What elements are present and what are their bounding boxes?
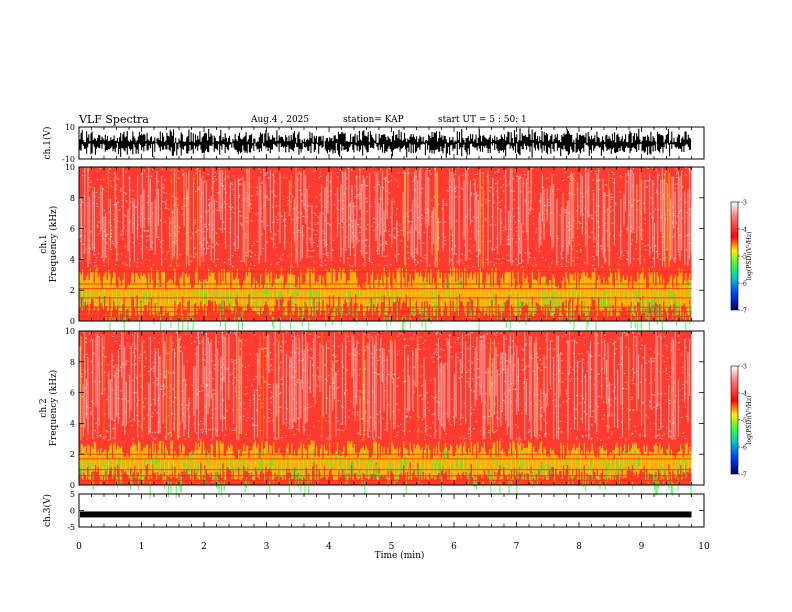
ch2-spectrogram-colorbar-tick-label: -6	[741, 445, 747, 452]
ch1-waveform-y-tick-label: -10	[62, 155, 75, 164]
ch1-spectrogram-colorbar-tick-label: -5	[741, 254, 747, 261]
ch3-waveform-ylabel: ch.3(V)	[42, 494, 53, 527]
ch1-waveform-y-tick-label: 10	[65, 123, 75, 132]
x-axis-label: Time (min)	[375, 550, 425, 561]
chart-title: VLF Spectra	[79, 113, 149, 126]
x-tick-label: 10	[698, 542, 710, 552]
ch2-spectrogram-speckle	[79, 330, 693, 441]
ch1-spectrogram-colorbar-label: log(PSD)(V²/Hz)	[746, 232, 753, 281]
ch1-spectrogram-image	[79, 166, 692, 338]
ch2-spectrogram-y-tick-label: 10	[65, 327, 75, 336]
ch2-spectrogram-colorbar-tick-label: -4	[741, 391, 747, 398]
x-tick-label: 7	[514, 542, 520, 552]
x-tick-label: 6	[451, 542, 457, 552]
ch3-waveform-y-tick-label: 0	[70, 507, 75, 516]
x-tick-label: 0	[76, 542, 82, 552]
ch1-spectrogram-colorbar-tick-label: -4	[741, 227, 747, 234]
ch3-waveform-y-tick-label: 5	[70, 490, 75, 499]
ch2-spectrogram-colorbar-label: log(PSD)(V²/Hz)	[746, 396, 753, 445]
ch2-spectrogram-y-tick-label: 4	[70, 419, 75, 428]
ch2-spectrogram-image	[79, 330, 693, 500]
ch1-spectrogram-speckle	[79, 166, 692, 268]
x-tick-label: 4	[326, 542, 332, 552]
ch1-spectrogram-colorbar-tick-label: -6	[741, 281, 747, 288]
x-tick-label: 5	[389, 542, 395, 552]
ch2-spectrogram-colorbar-tick-label: -7	[741, 472, 747, 479]
x-tick-label: 1	[139, 542, 145, 552]
ch2-spectrogram-y-tick-label: 6	[70, 389, 75, 398]
ch1-spectrogram-y-tick-label: 10	[65, 163, 75, 172]
ch1-spectrogram-noise-streaks	[79, 167, 692, 268]
ch1-spectrogram-y-tick-label: 0	[70, 317, 75, 326]
ch1-spectrogram-y-tick-label: 4	[70, 255, 75, 264]
x-tick-label: 3	[264, 542, 270, 552]
ch1-spectrogram-colorbar-tick-label: -3	[741, 200, 747, 207]
x-tick-label: 9	[639, 542, 645, 552]
ch1-spectrogram-ylabel-frequency: Frequency (kHz)	[48, 206, 59, 283]
ch1-spectrogram-y-tick-label: 8	[70, 194, 75, 203]
ch1-spectrogram-y-tick-label: 2	[70, 286, 75, 295]
start-time-label: start UT = 5 : 50: 1	[438, 115, 527, 125]
ch3-waveform-y-tick-label: -5	[67, 523, 75, 532]
ch1-spectrogram-ylabel-channel: ch.1	[39, 234, 49, 253]
ch2-spectrogram-y-tick-label: 8	[70, 358, 75, 367]
ch2-spectrogram-band-green	[79, 448, 692, 500]
ch3-waveform-line	[80, 511, 692, 518]
x-tick-label: 8	[576, 542, 582, 552]
ch2-spectrogram-colorbar	[730, 365, 739, 475]
ch2-spectrogram-colorbar-tick-label: -5	[741, 418, 747, 425]
ch2-spectrogram-colorbar-tick-label: -3	[741, 364, 747, 371]
ch1-spectrogram-y-tick-label: 6	[70, 225, 75, 234]
station-label: station= KAP	[343, 115, 404, 125]
ch2-spectrogram-ylabel-channel: ch.2	[39, 398, 49, 417]
ch1-spectrogram-colorbar-tick-label: -7	[741, 308, 747, 315]
date-label: Aug.4 , 2025	[251, 115, 310, 125]
ch1-waveform-ylabel: ch.1(V)	[42, 127, 53, 160]
ch1-waveform-trace	[79, 128, 692, 158]
ch1-waveform-line	[79, 128, 692, 158]
ch2-spectrogram-y-tick-label: 0	[70, 481, 75, 490]
ch2-spectrogram-y-tick-label: 2	[70, 450, 75, 459]
ch2-spectrogram-ylabel-frequency: Frequency (kHz)	[48, 370, 59, 447]
x-tick-label: 2	[201, 542, 207, 552]
ch1-spectrogram-colorbar	[730, 201, 739, 311]
